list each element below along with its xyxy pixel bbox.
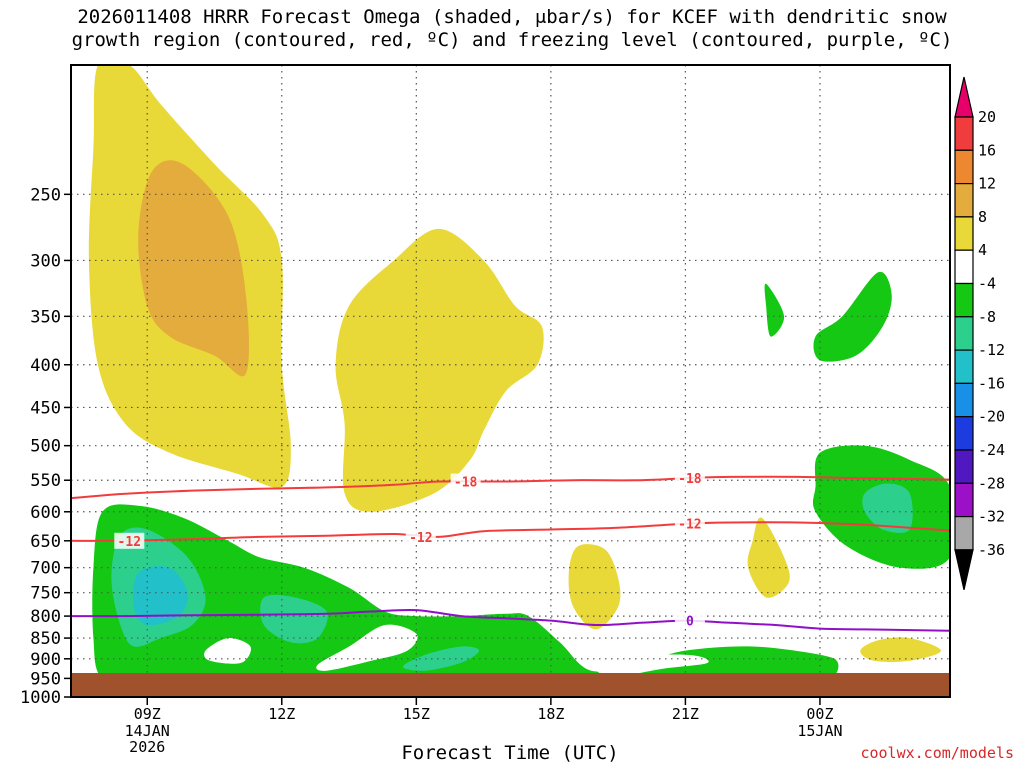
colorbar: 20 16 12 8 4 -4 -8 -12 -16 -20 -24 -28 -32 -36: [954, 76, 1005, 591]
omega-gap: [204, 638, 251, 664]
colorbar-segment: [954, 116, 974, 151]
colorbar-label: -20: [978, 408, 1005, 426]
colorbar-label: -12: [978, 341, 1005, 359]
contour-label: -12: [678, 518, 701, 533]
y-tick-label: 450: [30, 398, 61, 418]
contour-label: -18: [678, 472, 702, 487]
x-tick-label: 18Z: [537, 705, 564, 723]
contour-label-bg: [674, 470, 705, 487]
colorbar-segment: [954, 416, 974, 451]
y-tick-label: 950: [30, 669, 61, 689]
colorbar-label: -36: [978, 541, 1005, 559]
y-tick-label: 1000: [20, 688, 61, 708]
colorbar-segment: [954, 515, 974, 551]
colorbar-segment: [954, 282, 974, 318]
x-axis-label: Forecast Time (UTC): [401, 742, 619, 764]
chart-title: 2026011408 HRRR Forecast Omega (shaded, …: [0, 6, 1024, 52]
plot-frame: [70, 64, 951, 698]
colorbar-segment: [954, 249, 974, 285]
colorbar-label: -4: [978, 275, 996, 293]
colorbar-label: -8: [978, 308, 996, 326]
colorbar-label: 4: [978, 241, 987, 259]
omega-region: [813, 271, 892, 362]
omega-region: [862, 483, 913, 533]
contour-label: -12: [118, 535, 141, 550]
colorbar-segment: [954, 482, 974, 518]
y-tick-label: 400: [30, 356, 61, 376]
y-tick-label: 500: [30, 437, 61, 457]
colorbar-segment: [954, 216, 974, 251]
omega-region: [402, 646, 480, 671]
y-tick-label: 850: [30, 629, 61, 649]
omega-region: [747, 517, 790, 598]
colorbar-label: 12: [978, 175, 996, 193]
omega-shading: [88, 65, 950, 690]
x-tick-sublabel: 2026: [129, 738, 165, 756]
contour-label-bg: [674, 612, 705, 629]
watermark-url: coolwx.com/models: [860, 744, 1014, 762]
contour-label: 0: [686, 615, 694, 630]
omega-region: [132, 566, 188, 626]
omega-gap: [590, 654, 709, 677]
x-tick-label: 21Z: [672, 705, 699, 723]
y-tick-label: 300: [30, 251, 61, 271]
omega-region: [860, 637, 941, 663]
y-tick-label: 600: [30, 503, 61, 523]
x-tick-label: 09Z: [134, 705, 161, 723]
temperature-contours: -18 -18 -12 -12 -12 0: [71, 470, 950, 632]
omega-region: [335, 228, 544, 512]
contour-label-bg: [674, 515, 705, 532]
colorbar-label: 16: [978, 141, 996, 159]
contour-dgz_-12C: [71, 521, 950, 542]
omega-region: [260, 594, 328, 644]
colorbar-label: -24: [978, 441, 1005, 459]
contour-freezing_level_0C: [71, 608, 950, 632]
contour-label: -18: [454, 476, 478, 491]
y-tick-label: 350: [30, 307, 61, 327]
colorbar-label: 8: [978, 208, 987, 226]
colorbar-segment: [954, 183, 974, 218]
colorbar-label: -28: [978, 474, 1005, 492]
y-tick-label: 750: [30, 584, 61, 604]
y-tick-label: 550: [30, 471, 61, 491]
colorbar-segment: [954, 349, 974, 385]
colorbar-segment: [954, 76, 974, 118]
y-tick-label: 650: [30, 532, 61, 552]
x-tick-sublabel: 15JAN: [797, 722, 842, 740]
colorbar-segment: [954, 549, 974, 591]
colorbar-label: -16: [978, 374, 1005, 392]
x-tick-sublabel: 14JAN: [125, 722, 170, 740]
contour-label-bg: [405, 528, 436, 545]
omega-region: [138, 160, 250, 377]
omega-region: [92, 504, 839, 690]
y-tick-label: 900: [30, 650, 61, 670]
title-line-2: growth region (contoured, red, ºC) and f…: [71, 29, 953, 51]
colorbar-segment: [954, 316, 974, 351]
y-axis: 2503003504004505005506006507007508008509…: [20, 185, 71, 708]
contour-label-bg: [450, 473, 481, 490]
colorbar-label: -32: [978, 508, 1005, 526]
colorbar-label: 20: [978, 108, 996, 126]
title-line-1: 2026011408 HRRR Forecast Omega (shaded, …: [77, 6, 947, 28]
colorbar-segment: [954, 449, 974, 484]
y-tick-label: 250: [30, 185, 61, 205]
y-tick-label: 800: [30, 607, 61, 627]
omega-region: [568, 544, 621, 630]
colorbar-segment: [954, 149, 974, 185]
contour-label-bg: [114, 532, 145, 549]
x-tick-label: 12Z: [268, 705, 295, 723]
contour-dgz_-18C: [71, 475, 950, 500]
y-tick-label: 700: [30, 559, 61, 579]
contour-label: -12: [409, 531, 432, 546]
x-tick-label: 15Z: [403, 705, 430, 723]
ground-surface: [71, 673, 950, 697]
omega-region: [764, 283, 785, 337]
x-tick-label: 00Z: [806, 705, 833, 723]
colorbar-segment: [954, 382, 974, 418]
